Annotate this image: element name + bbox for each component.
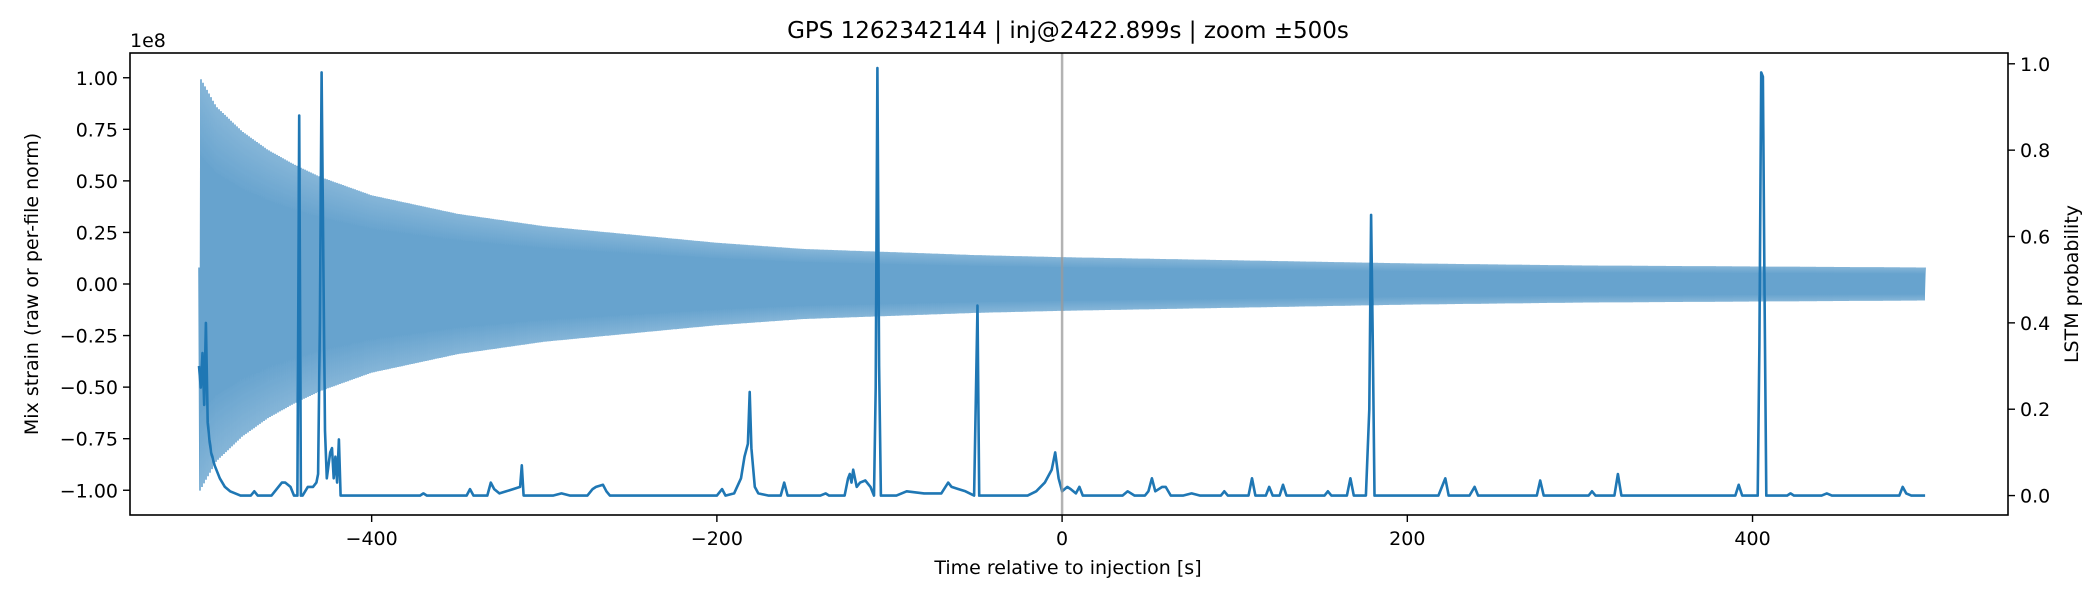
y-right-tick-label: 0.8 [2020,140,2050,162]
x-tick-label: −400 [346,528,398,550]
y-left-tick-label: 1.00 [76,68,118,90]
y-offset-text-left: 1e8 [130,30,166,52]
plot-area [197,53,1926,515]
x-tick-label: 400 [1734,528,1770,550]
y-left-tick-label: 0.00 [76,274,118,296]
y-left-tick-label: −0.75 [60,429,118,451]
y-axis-right-label: LSTM probability [2061,205,2083,363]
y-left-tick-label: 0.25 [76,222,118,244]
x-tick-label: 0 [1056,528,1068,550]
y-right-tick-label: 1.0 [2020,54,2050,76]
y-axis-right-ticks: 0.0 0.2 0.4 0.6 0.8 1.0 [2008,54,2050,508]
lstm-probability-line [197,66,1926,497]
y-left-tick-label: −1.00 [60,480,118,502]
x-axis-ticks: −400 −200 0 200 400 [346,515,1771,550]
y-right-tick-label: 0.6 [2020,227,2050,249]
y-right-tick-label: 0.4 [2020,313,2050,335]
chart-title: GPS 1262342144 | inj@2422.899s | zoom ±5… [787,18,1349,44]
x-tick-label: 200 [1389,528,1425,550]
y-left-tick-label: −0.50 [60,377,118,399]
y-right-tick-label: 0.2 [2020,399,2050,421]
y-right-tick-label: 0.0 [2020,486,2050,508]
y-axis-left-label: Mix strain (raw or per-file norm) [21,133,43,435]
y-axis-left-ticks: −1.00 −0.75 −0.50 −0.25 0.00 0.25 0.50 0.75 1.00 [60,68,130,502]
y-left-tick-label: −0.25 [60,326,118,348]
y-left-tick-label: 0.75 [76,119,118,141]
y-left-tick-label: 0.50 [76,171,118,193]
x-tick-label: −200 [691,528,743,550]
probability-series [197,66,1926,497]
x-axis-label: Time relative to injection [s] [933,557,1201,579]
